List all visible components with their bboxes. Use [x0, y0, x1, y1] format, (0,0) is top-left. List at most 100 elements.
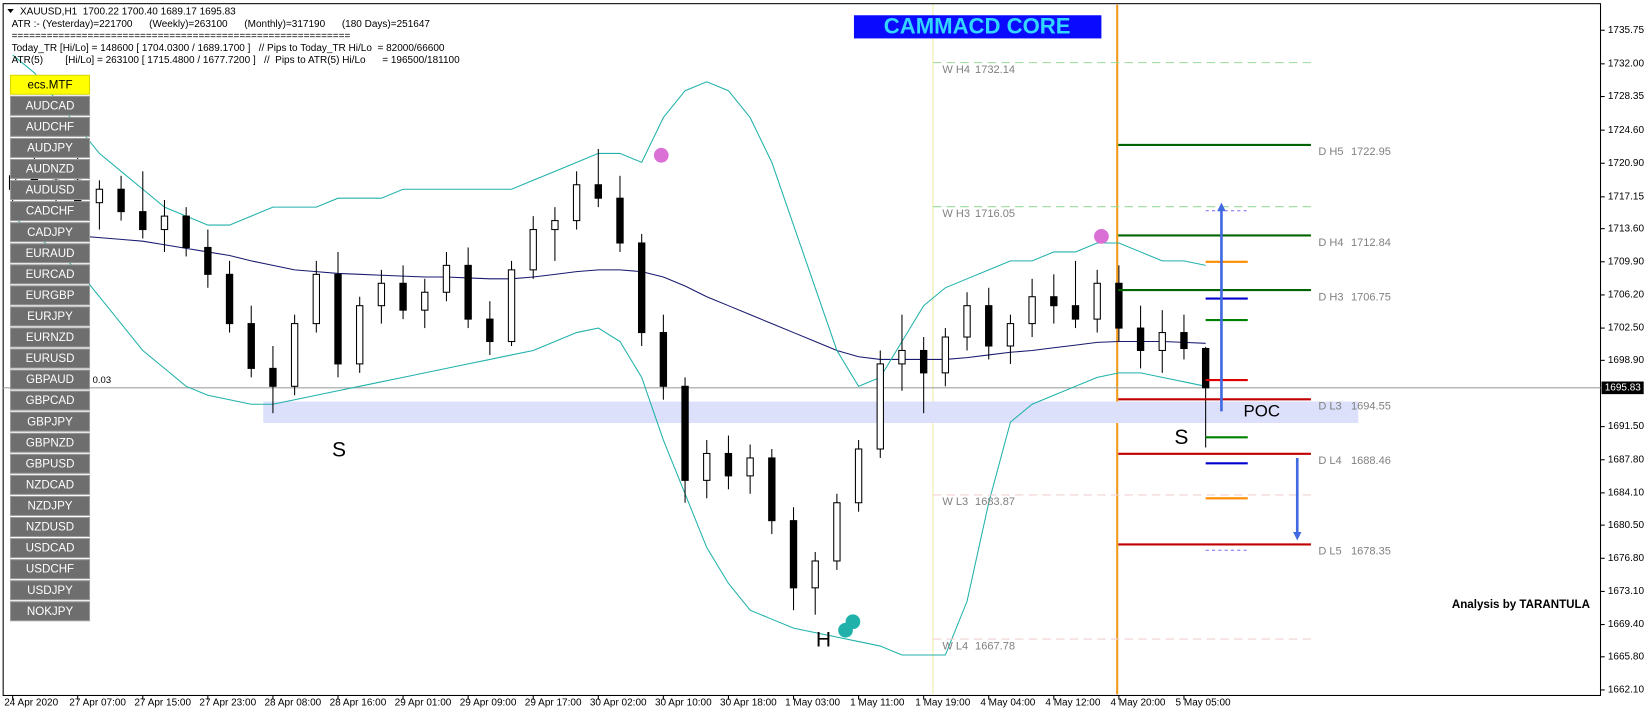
button-label[interactable]: USDJPY — [27, 585, 73, 597]
button-face[interactable] — [10, 559, 91, 580]
button-label[interactable]: GBPCAD — [26, 395, 75, 407]
symbol-button[interactable]: NZDCAD — [10, 474, 91, 495]
symbol-button[interactable]: EURGBP — [10, 285, 91, 306]
x-tick-label: 1 May 11:00 — [850, 697, 905, 708]
candle-body — [334, 273, 342, 365]
button-label[interactable]: EURAUD — [26, 248, 75, 260]
symbol-button[interactable]: USDCHF — [10, 559, 91, 580]
y-tick-label: 1684.10 — [1608, 488, 1645, 499]
symbol-button[interactable]: CADCHF — [10, 201, 91, 222]
symbol-button[interactable]: GBPAUD — [10, 369, 91, 390]
button-label[interactable]: USDCHF — [26, 564, 74, 576]
candle-body — [1115, 282, 1123, 329]
button-label[interactable]: EURCAD — [26, 269, 75, 281]
symbol-button[interactable]: EURUSD — [10, 348, 91, 369]
x-tick-label: 28 Apr 16:00 — [330, 697, 387, 708]
candle-body — [377, 282, 386, 307]
candle-body — [269, 367, 277, 387]
symbol-button[interactable]: USDCAD — [10, 538, 91, 559]
candle-body — [659, 332, 668, 387]
symbol-button[interactable]: EURNZD — [10, 327, 91, 348]
symbol-button[interactable]: AUDCAD — [10, 95, 91, 116]
symbol-button[interactable]: GBPJPY — [10, 411, 91, 432]
button-face[interactable] — [10, 201, 91, 222]
button-face[interactable] — [10, 264, 91, 285]
button-label[interactable]: AUDCHF — [26, 121, 74, 133]
axis-layer: 24 Apr 2020 27 Apr 07:00 27 Apr 15:00 27 Ap… — [4, 25, 1644, 709]
button-face[interactable] — [10, 222, 91, 243]
symbol-button[interactable]: ecs.MTF — [10, 74, 91, 95]
button-face[interactable] — [10, 601, 91, 622]
x-tick-label: 29 Apr 17:00 — [525, 697, 582, 708]
button-label[interactable]: AUDUSD — [26, 185, 75, 197]
button-face[interactable] — [10, 495, 91, 516]
level-value: 1694.55 — [1351, 401, 1391, 413]
button-label[interactable]: EURNZD — [26, 332, 74, 344]
button-face[interactable] — [10, 116, 91, 137]
button-label[interactable]: EURUSD — [26, 353, 75, 365]
symbol-button[interactable]: AUDCHF — [10, 116, 91, 137]
button-label[interactable]: GBPAUD — [26, 374, 74, 386]
symbol-button[interactable]: GBPNZD — [10, 432, 91, 453]
symbol-button[interactable]: AUDJPY — [10, 137, 91, 158]
button-label[interactable]: GBPUSD — [26, 458, 75, 470]
button-face[interactable] — [10, 390, 91, 411]
button-label[interactable]: EURGBP — [26, 290, 75, 302]
symbol-button[interactable]: AUDNZD — [10, 158, 91, 179]
button-face[interactable] — [10, 538, 91, 559]
button-face[interactable] — [10, 243, 91, 264]
candle-body — [985, 305, 993, 347]
symbol-button[interactable]: USDJPY — [10, 580, 91, 601]
button-label[interactable]: GBPJPY — [27, 416, 73, 428]
button-face[interactable] — [10, 453, 91, 474]
candle-body — [464, 264, 472, 320]
y-tick-label: 1691.50 — [1608, 421, 1645, 432]
button-face[interactable] — [10, 285, 91, 306]
button-label[interactable]: GBPNZD — [26, 437, 74, 449]
button-face[interactable] — [10, 432, 91, 453]
button-label[interactable]: CADCHF — [26, 206, 74, 218]
symbol-button[interactable]: CADJPY — [10, 222, 91, 243]
symbol-button[interactable]: EURCAD — [10, 264, 91, 285]
button-label[interactable]: AUDCAD — [26, 100, 75, 112]
button-face[interactable] — [10, 580, 91, 601]
y-tick-label: 1676.80 — [1608, 553, 1645, 564]
info-line: ATR :- (Yesterday)=221700 (Weekly)=26310… — [12, 19, 431, 30]
annotation: S — [1174, 426, 1188, 449]
symbol-button[interactable]: GBPUSD — [10, 453, 91, 474]
button-label[interactable]: ecs.MTF — [28, 79, 73, 91]
button-label[interactable]: CADJPY — [27, 227, 73, 239]
button-label[interactable]: NZDCAD — [26, 479, 74, 491]
button-face[interactable] — [10, 95, 91, 116]
title-box — [853, 15, 1102, 39]
y-tick-label: 1713.60 — [1608, 223, 1645, 234]
button-label[interactable]: AUDJPY — [27, 143, 73, 155]
symbol-button[interactable]: EURAUD — [10, 243, 91, 264]
button-face[interactable] — [10, 158, 91, 179]
button-face[interactable] — [10, 516, 91, 538]
candle-body — [681, 385, 689, 481]
button-face[interactable] — [10, 137, 91, 158]
button-face[interactable] — [10, 474, 91, 495]
button-label[interactable]: AUDNZD — [26, 164, 74, 176]
button-label[interactable]: EURJPY — [27, 311, 73, 323]
button-label[interactable]: USDCAD — [26, 543, 75, 555]
button-face[interactable] — [10, 180, 91, 201]
candle-body — [399, 282, 407, 311]
button-label[interactable]: NZDUSD — [26, 522, 74, 534]
button-face[interactable] — [10, 327, 91, 348]
button-face[interactable] — [10, 348, 91, 369]
button-face[interactable] — [10, 411, 91, 432]
button-face[interactable] — [10, 306, 91, 327]
symbol-button[interactable]: EURJPY — [10, 306, 91, 327]
symbol-button[interactable]: NOKJPY — [10, 601, 91, 622]
annotation: Analysis by TARANTULA — [1452, 599, 1591, 611]
button-label[interactable]: NOKJPY — [27, 606, 74, 618]
symbol-button[interactable]: GBPCAD — [10, 390, 91, 411]
button-face[interactable] — [10, 369, 91, 390]
symbol-button[interactable]: NZDJPY — [10, 495, 91, 516]
button-face[interactable] — [10, 74, 91, 95]
button-label[interactable]: NZDJPY — [28, 501, 73, 513]
symbol-button[interactable]: NZDUSD — [10, 516, 91, 538]
symbol-button[interactable]: AUDUSD — [10, 180, 91, 201]
